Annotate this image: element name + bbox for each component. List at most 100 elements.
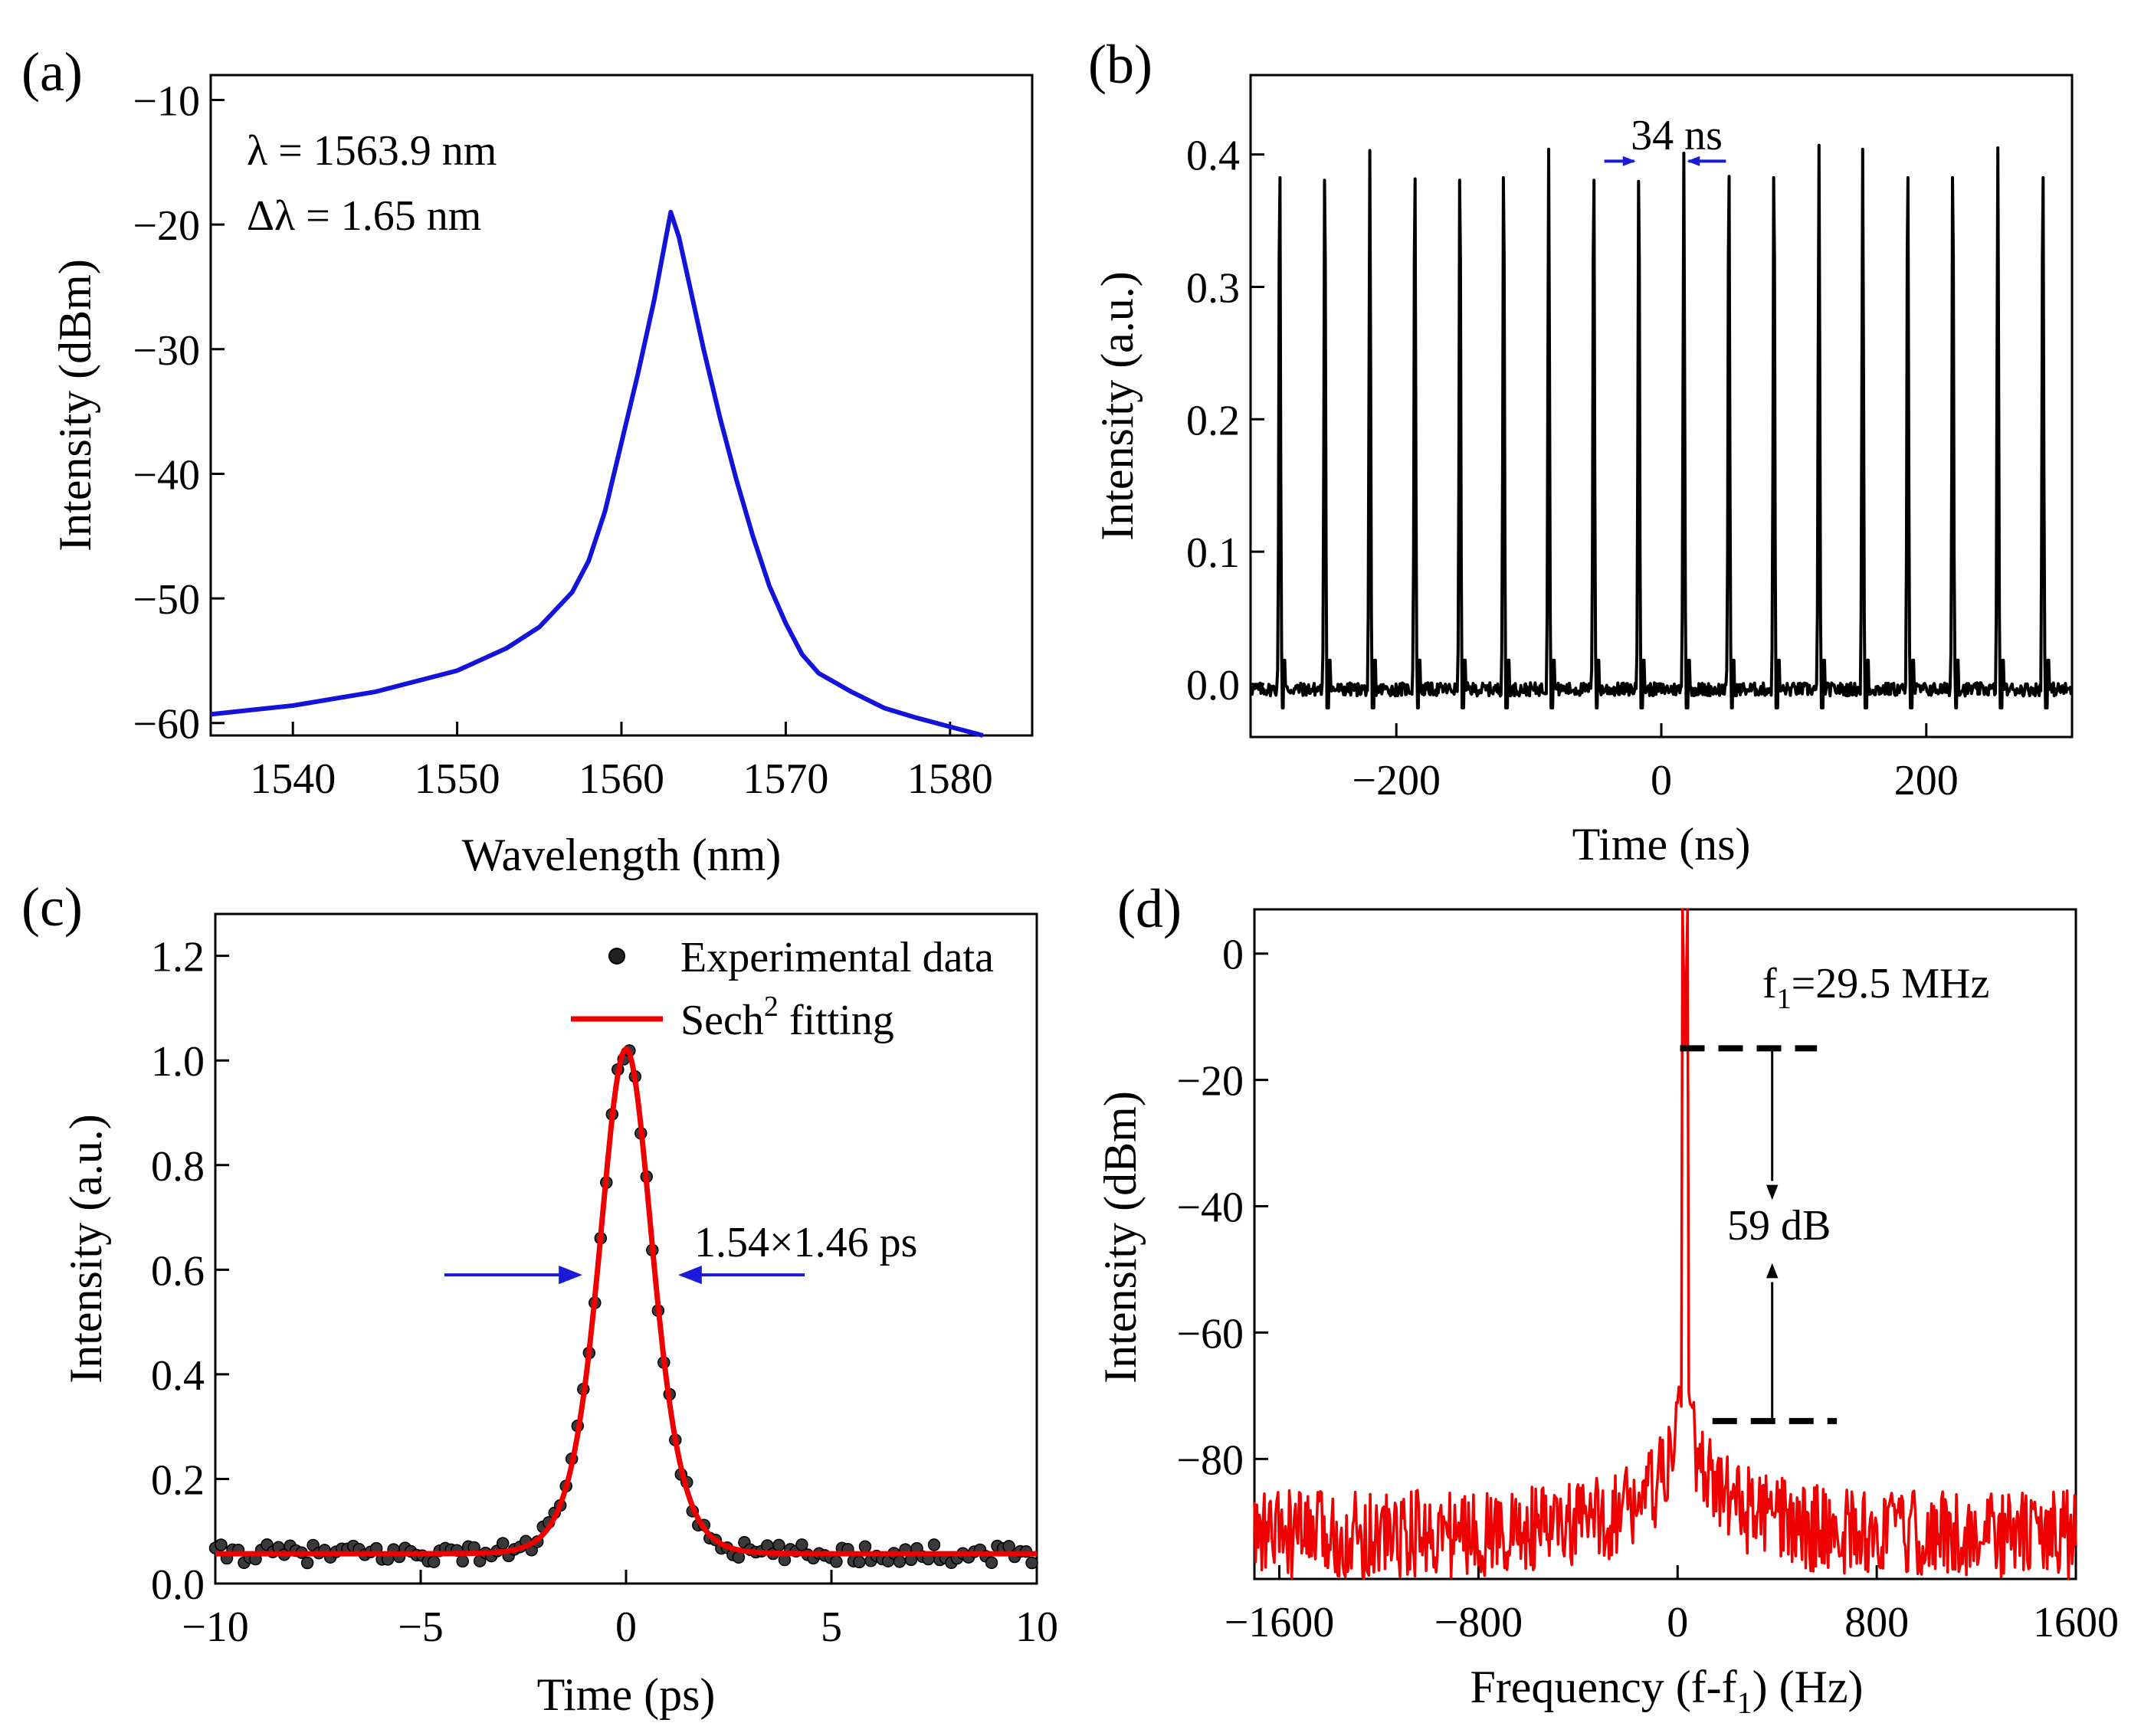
c-ytick-label-5: 1.0 — [151, 1038, 205, 1086]
panel-a-bandwidth-annotation: Δλ = 1.65 nm — [247, 192, 481, 240]
b-ytick-label-1: 0.1 — [1186, 529, 1240, 577]
c-ytick-label-4: 0.8 — [151, 1143, 205, 1191]
panel-c-label: (c) — [21, 876, 83, 938]
c-data-point-108 — [830, 1555, 843, 1568]
d-ytick-label-0: −80 — [1176, 1436, 1244, 1484]
c-data-point-119 — [893, 1555, 907, 1568]
c-data-point-113 — [858, 1540, 872, 1553]
b-xtick-label-0: −200 — [1352, 757, 1441, 804]
panel-c-x-axis-title: Time (ps) — [537, 1669, 716, 1720]
c-data-point-125 — [927, 1538, 941, 1551]
d-ytick-label-2: −40 — [1176, 1184, 1244, 1232]
c-ytick-label-2: 0.4 — [151, 1352, 205, 1400]
d-ytick-label-1: −60 — [1176, 1310, 1244, 1358]
c-data-point-38 — [427, 1555, 441, 1568]
legend-label-fit: Sech2 fitting — [680, 991, 894, 1044]
b-arrow-left-head — [1622, 156, 1636, 166]
panel-c-y-axis-title: Intensity (a.u.) — [61, 1114, 111, 1384]
a-ytick-label-5: −10 — [133, 78, 200, 126]
c-arrow-left-head — [559, 1266, 582, 1285]
a-ytick-label-2: −40 — [133, 451, 200, 499]
d-xtick-label-0: −1600 — [1225, 1599, 1335, 1646]
b-ytick-label-3: 0.3 — [1186, 264, 1240, 312]
panel-d-y-axis-title: Intensity (dBm) — [1095, 1091, 1146, 1384]
c-xtick-label-1: −5 — [398, 1603, 444, 1651]
c-data-point-50 — [496, 1537, 510, 1550]
d-xtick-label-1: −800 — [1434, 1599, 1523, 1646]
a-xtick-label-3: 1570 — [743, 755, 828, 803]
panel-b-x-axis-title: Time (ns) — [1572, 819, 1751, 870]
xlabel-prefix: Frequency (f-f — [1470, 1662, 1736, 1712]
c-fit-line — [215, 1046, 1038, 1557]
panel-c-fwhm-arrows — [444, 1266, 805, 1285]
b-ytick-label-4: 0.4 — [1186, 133, 1240, 180]
b-xtick-label-1: 0 — [1651, 757, 1672, 804]
panel-a-label: (a) — [21, 41, 83, 103]
d-ytick-label-3: −20 — [1176, 1058, 1244, 1105]
a-xtick-label-0: 1540 — [250, 755, 336, 803]
c-xtick-label-4: 10 — [1015, 1603, 1058, 1651]
panel-d-snr-markers — [1680, 1045, 1838, 1424]
panel-c-legend: Experimental data Sech2 fitting — [571, 934, 994, 1044]
panel-d-label: (d) — [1117, 878, 1182, 939]
xlabel-suffix: ) (Hz) — [1752, 1662, 1864, 1712]
d-xtick-label-2: 0 — [1667, 1599, 1688, 1646]
panel-a-series — [210, 209, 984, 738]
f1-value: =29.5 MHz — [1792, 960, 1990, 1007]
c-xtick-label-2: 0 — [615, 1603, 637, 1651]
panel-a-x-axis-title: Wavelength (nm) — [462, 830, 782, 880]
panel-c-duration-annotation: 1.54×1.46 ps — [694, 1219, 917, 1266]
panel-a-wavelength-annotation: λ = 1563.9 nm — [247, 127, 497, 175]
panel-b-frame — [1249, 74, 2074, 739]
d-xtick-label-3: 800 — [1844, 1599, 1909, 1646]
panel-b-pulse-line — [1249, 143, 2074, 709]
d-arrow-down-head — [1766, 1184, 1779, 1200]
panel-d-series — [1253, 908, 2077, 1580]
a-xtick-label-1: 1550 — [415, 755, 500, 803]
panel-b-series — [1249, 143, 2074, 709]
c-data-point-112 — [853, 1555, 866, 1569]
c-xtick-label-3: 5 — [821, 1603, 842, 1651]
d-xtick-label-4: 1600 — [2033, 1599, 2119, 1646]
c-data-point-135 — [985, 1556, 998, 1570]
d-arrow-up-head — [1766, 1263, 1779, 1279]
legend-fit-suffix: fitting — [779, 997, 894, 1044]
b-ytick-label-2: 0.2 — [1186, 397, 1240, 444]
panel-b-y-axis-title: Intensity (a.u.) — [1092, 271, 1143, 541]
a-ytick-label-4: −20 — [133, 202, 200, 250]
panel-c-series — [208, 1044, 1038, 1570]
c-data-point-1 — [215, 1538, 228, 1551]
d-spectrum-line — [1253, 908, 2077, 1580]
panel-c-ticks: −10 −5 0 5 10 0.0 0.2 0.4 0.6 0.8 1.0 1.2 — [151, 934, 1058, 1651]
c-data-point-102 — [795, 1538, 808, 1551]
panel-b-label: (b) — [1088, 34, 1152, 95]
c-xtick-label-0: −10 — [182, 1603, 249, 1651]
xlabel-subscript: 1 — [1737, 1685, 1752, 1720]
c-arrow-right-head — [678, 1266, 702, 1285]
c-data-point-16 — [300, 1556, 314, 1570]
f1-symbol: f — [1762, 960, 1777, 1007]
legend-marker-experimental — [608, 948, 625, 965]
b-xtick-label-2: 200 — [1894, 757, 1959, 804]
panel-d-snr-annotation: 59 dB — [1727, 1202, 1831, 1250]
d-ytick-label-4: 0 — [1222, 932, 1244, 979]
panel-d-frame — [1253, 908, 2077, 1580]
b-ytick-label-0: 0.0 — [1186, 662, 1240, 709]
panel-b-period-annotation: 34 ns — [1631, 112, 1723, 159]
panel-d-f1-annotation: f1=29.5 MHz — [1762, 960, 1989, 1015]
b-arrow-right-head — [1687, 156, 1700, 166]
legend-fit-superscript: 2 — [764, 991, 779, 1023]
panel-b-period-arrows — [1604, 156, 1726, 166]
c-data-point-43 — [456, 1554, 469, 1568]
a-ytick-label-1: −50 — [133, 576, 200, 624]
panel-a-spectrum: (a) 1540 1550 1560 1570 1580 −60 −50 −40 −30 −20 −… — [21, 41, 1034, 880]
c-ytick-label-0: 0.0 — [151, 1561, 205, 1609]
f1-subscript: 1 — [1777, 983, 1792, 1015]
legend-fit-sech: Sech — [680, 997, 764, 1044]
panel-d-x-axis-title: Frequency (f-f1) (Hz) — [1470, 1662, 1863, 1720]
a-ytick-label-3: −30 — [133, 327, 200, 375]
panel-a-y-axis-title: Intensity (dBm) — [50, 259, 100, 552]
legend-label-experimental: Experimental data — [680, 934, 994, 981]
panel-a-ticks: 1540 1550 1560 1570 1580 −60 −50 −40 −30 −20 −10 — [133, 78, 992, 803]
